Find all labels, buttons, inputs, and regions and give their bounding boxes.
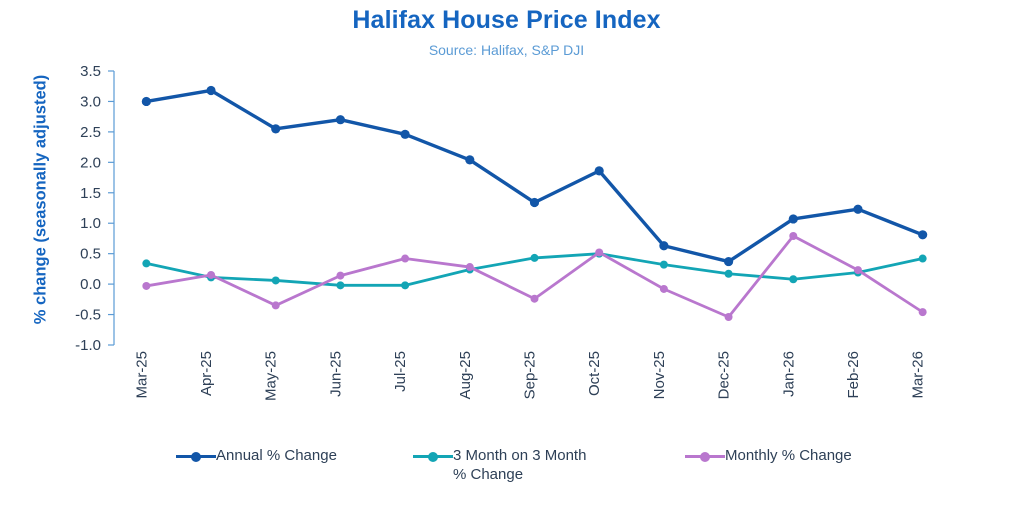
legend-label: Annual % Change <box>216 447 337 464</box>
series-1 <box>141 85 928 267</box>
data-point <box>659 241 669 251</box>
y-axis-tick-label: 1.5 <box>80 185 101 202</box>
x-axis-tick-label: Jun-25 <box>327 351 344 397</box>
x-axis-tick-label: Feb-26 <box>845 351 862 399</box>
legend-marker-icon <box>413 447 453 465</box>
data-point <box>918 254 927 263</box>
data-point <box>141 96 151 107</box>
data-point <box>723 256 734 267</box>
x-axis-tick-label: Sep-25 <box>522 351 539 399</box>
y-axis-tick-label: 2.0 <box>80 154 101 171</box>
x-axis-tick-label: Dec-25 <box>716 351 733 399</box>
data-point <box>142 259 151 268</box>
legend-dot-icon <box>428 451 438 462</box>
chart-title: Halifax House Price Index <box>352 6 661 34</box>
x-axis-tick-label: Mar-25 <box>133 351 150 399</box>
legend-marker-icon <box>685 447 725 465</box>
x-axis-tick-label: Aug-25 <box>457 351 474 399</box>
x-axis-tick-label: Jan-26 <box>780 351 797 397</box>
data-point <box>594 166 604 176</box>
y-axis-tick-label: 0.0 <box>80 276 101 293</box>
series-3 <box>142 232 927 321</box>
x-axis: Mar-25 Apr-25 May-25 Jun-25 Jul-25 Aug-25 Sep-… <box>133 351 926 401</box>
legend-label: Monthly % Change <box>725 447 852 464</box>
data-point <box>336 281 345 290</box>
data-point <box>659 284 668 293</box>
legend-item-1[interactable]: Annual % Change <box>176 446 337 465</box>
y-axis-tick-label: 1.0 <box>80 215 101 232</box>
y-axis-tick-label: 3.0 <box>80 93 101 110</box>
legend-dot-icon <box>700 451 710 462</box>
x-axis-tick-label: Nov-25 <box>651 351 668 399</box>
data-point <box>788 214 798 224</box>
y-axis-tick-label: 0.5 <box>80 246 101 263</box>
legend-dot-icon <box>191 451 201 462</box>
y-axis-tick-label: -1.0 <box>75 337 101 354</box>
data-point <box>530 253 539 262</box>
data-point <box>271 276 280 285</box>
chart-subtitle: Source: Halifax, S&P DJI <box>428 42 585 58</box>
y-axis-tick-label: -0.5 <box>75 307 101 324</box>
data-point <box>789 275 798 284</box>
data-point <box>529 197 540 208</box>
data-point <box>335 115 346 125</box>
data-point <box>207 270 216 279</box>
data-point <box>271 301 280 310</box>
data-point <box>465 263 474 272</box>
data-point <box>401 254 410 263</box>
legend-marker-icon <box>176 447 216 465</box>
data-point <box>271 124 281 134</box>
data-point <box>918 308 927 317</box>
x-axis-tick-label: Mar-26 <box>910 351 927 399</box>
data-point <box>853 266 862 275</box>
data-point <box>595 248 604 257</box>
series-2 <box>142 249 927 290</box>
data-series-group <box>141 85 928 321</box>
data-point <box>853 204 863 214</box>
series-line <box>144 88 925 264</box>
y-axis-tick-label: 3.5 <box>80 63 101 80</box>
legend-item-2[interactable]: 3 Month on 3 Month % Change <box>413 446 586 484</box>
x-axis-tick-label: Jul-25 <box>392 351 409 392</box>
chart-legend: Annual % Change 3 Month on 3 Month % Chan… <box>0 438 1013 508</box>
x-axis-tick-label: Apr-25 <box>198 351 215 396</box>
legend-label: 3 Month on 3 Month % Change <box>453 447 587 483</box>
data-point <box>336 271 345 280</box>
x-axis-tick-label: May-25 <box>263 351 280 401</box>
y-axis-tick-label: 2.5 <box>80 124 101 141</box>
data-point <box>530 294 539 303</box>
y-axis: 3.5 3.0 2.5 2.0 1.5 1.0 0.5 0.0 -0.5 -1.0 <box>75 63 115 354</box>
data-point <box>724 312 733 321</box>
legend-item-3[interactable]: Monthly % Change <box>685 446 852 465</box>
data-point <box>206 85 216 96</box>
data-point <box>401 281 410 290</box>
data-point <box>400 129 410 139</box>
data-point <box>142 281 151 290</box>
x-axis-tick-label: Oct-25 <box>586 351 603 396</box>
data-point <box>659 260 668 269</box>
data-point <box>789 232 798 241</box>
data-point <box>918 230 928 240</box>
data-point <box>724 269 733 278</box>
data-point <box>465 155 475 165</box>
